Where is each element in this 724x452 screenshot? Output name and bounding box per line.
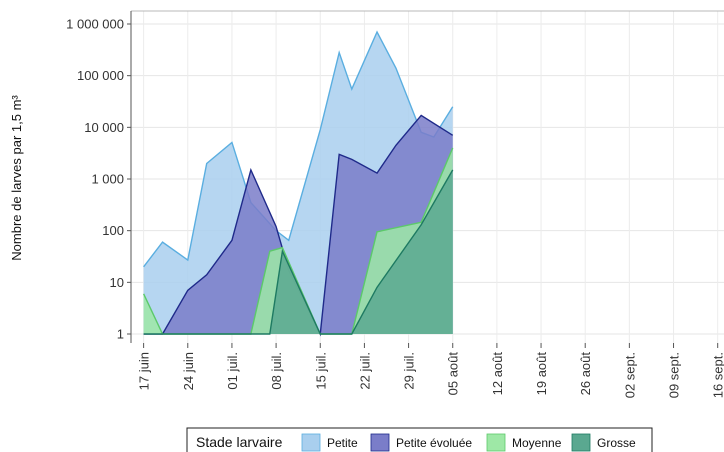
line-petite <box>143 30 454 268</box>
x-tick-label: 15 juil. <box>313 352 328 390</box>
y-tick-label: 1 000 000 <box>66 17 124 32</box>
x-tick-label: 09 sept. <box>667 352 682 398</box>
y-tick-label: 1 000 <box>91 172 124 187</box>
area-grosse <box>143 169 453 334</box>
x-tick-label: 02 sept. <box>622 352 637 398</box>
x-tick-label: 17 juin <box>137 352 152 390</box>
y-tick-label: 100 000 <box>77 68 124 83</box>
legend-swatch <box>571 433 591 452</box>
legend-swatch <box>370 433 390 452</box>
x-tick-label: 08 juil. <box>269 352 284 390</box>
x-tick-label: 19 août <box>534 352 549 396</box>
legend-swatch <box>486 433 506 452</box>
x-axis: 17 juin 24 juin 01 juil. 08 juil. 15 juil. 22… <box>137 343 724 398</box>
y-tick-label: 1 <box>117 327 124 342</box>
x-tick-label: 12 août <box>490 352 505 396</box>
series-areas <box>142 30 454 337</box>
y-tick-label: 10 <box>110 275 124 290</box>
x-tick-label: 24 juin <box>181 352 196 390</box>
x-tick-label: 29 juil. <box>402 352 417 390</box>
legend-item-label: Grosse <box>597 436 636 450</box>
x-tick-label: 01 juil. <box>225 352 240 390</box>
x-tick-label: 05 août <box>446 352 461 396</box>
line-grosse <box>143 169 454 335</box>
y-tick-label: 10 000 <box>84 120 124 135</box>
legend-item-label: Petite évoluée <box>396 436 472 450</box>
x-tick-label: 22 juil. <box>357 352 372 390</box>
legend-item-label: Moyenne <box>512 436 562 450</box>
x-tick-label: 26 août <box>578 352 593 396</box>
legend-item-label: Petite <box>327 436 358 450</box>
y-tick-label: 100 <box>102 223 124 238</box>
area-moyenne <box>143 147 453 334</box>
x-tick-label: 16 sept. <box>711 352 724 398</box>
y-axis: 1 10 100 1 000 10 000 100 000 1 000 000 <box>66 10 724 343</box>
legend: Stade larvaire Petite Petite évoluée Moyenn… <box>186 427 653 452</box>
legend-swatch <box>301 433 321 452</box>
legend-title: Stade larvaire <box>196 434 283 450</box>
y-axis-title: Nombre de larves par 1,5 m³ <box>9 95 24 261</box>
